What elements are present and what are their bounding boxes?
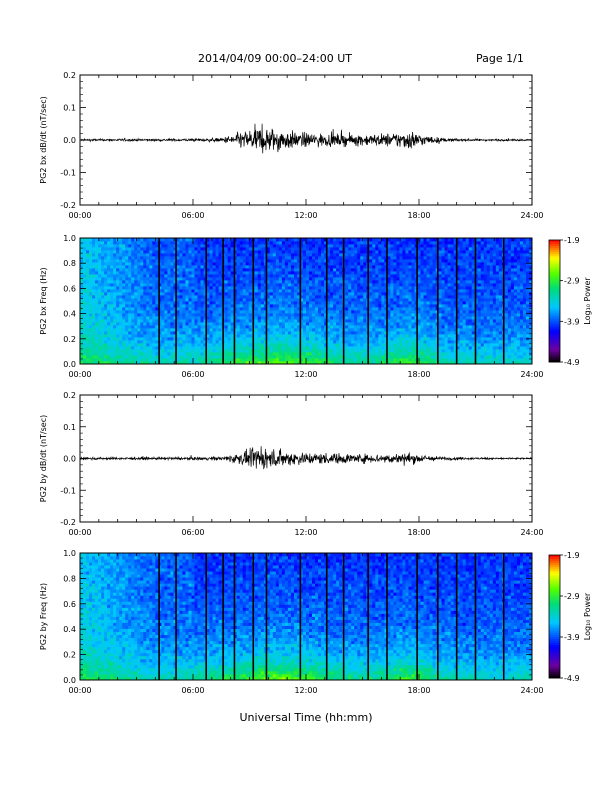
y-tick-label: 1.0	[63, 234, 76, 243]
y-tick-label: 0.1	[63, 423, 76, 432]
y-axis-label: PG2 by Freq (Hz)	[39, 583, 48, 650]
colorbar-tick-label: -1.9	[564, 236, 580, 245]
y-tick-label: -0.1	[60, 486, 76, 495]
colorbar-tick-label: -3.9	[564, 633, 580, 642]
y-tick-label: 0.0	[63, 676, 76, 685]
plot-frame	[79, 552, 533, 681]
x-tick-label: 00:00	[68, 211, 91, 220]
panel-4: 0.0 0.2 0.4 0.6 0.8 1.0 00:00 06:00 12:00 18:00 24…	[39, 549, 544, 695]
x-tick-label: 12:00	[294, 211, 317, 220]
x-tick-label: 06:00	[181, 686, 204, 695]
data-series-line	[79, 446, 533, 470]
x-tick-label: 24:00	[520, 686, 543, 695]
x-tick-label: 06:00	[181, 528, 204, 537]
colorbar-tick-label: -4.9	[564, 358, 580, 367]
colorbar-tick-label: -3.9	[564, 317, 580, 326]
y-tick-label: 0.2	[63, 391, 76, 400]
y-tick-label: 0.1	[63, 104, 76, 113]
colorbar-tick-label: -2.9	[564, 592, 580, 601]
colorbar-tick-label: -4.9	[564, 674, 580, 683]
y-tick-label: -0.2	[60, 518, 76, 527]
y-tick-label: 0.6	[63, 600, 76, 609]
x-tick-label: 18:00	[407, 528, 430, 537]
y-tick-label: -0.1	[60, 169, 76, 178]
y-tick-label: 0.2	[63, 651, 76, 660]
y-tick-label: 0.4	[63, 310, 76, 319]
y-tick-label: 0.0	[63, 136, 76, 145]
y-tick-label: 1.0	[63, 549, 76, 558]
y-axis-label: PG2 bx Freq (Hz)	[39, 267, 48, 334]
y-tick-label: 0.2	[63, 71, 76, 80]
x-tick-label: 24:00	[520, 211, 543, 220]
x-tick-label: 12:00	[294, 686, 317, 695]
x-tick-label: 00:00	[68, 528, 91, 537]
x-tick-label: 06:00	[181, 211, 204, 220]
panel-1: -0.2 -0.1 0.0 0.1 0.2 00:00 06:00 12:00 18:00 24:…	[39, 71, 544, 220]
colorbar-4: -1.9 -2.9 -3.9 -4.9 Log₁₀ Power	[548, 551, 592, 683]
x-tick-label: 00:00	[68, 370, 91, 379]
spectrogram-4	[80, 553, 533, 681]
y-axis-label: PG2 by dB/dt (nT/sec)	[39, 415, 48, 502]
page-number: Page 1/1	[476, 52, 524, 65]
x-tick-label: 00:00	[68, 686, 91, 695]
y-tick-label: 0.8	[63, 574, 76, 583]
x-tick-label: 18:00	[407, 211, 430, 220]
colorbar-tick-label: -2.9	[564, 277, 580, 286]
page-title: 2014/04/09 00:00–24:00 UT	[197, 52, 353, 65]
x-axis-label: Universal Time (hh:mm)	[239, 711, 373, 724]
colorbar-label: Log₁₀ Power	[583, 592, 592, 640]
y-tick-label: 0.6	[63, 284, 76, 293]
plot-frame	[79, 237, 533, 365]
panel-3: -0.2 -0.1 0.0 0.1 0.2 00:00 06:00 12:00 18:00 24:…	[39, 391, 544, 537]
data-series-line	[79, 123, 533, 154]
colorbar-label: Log₁₀ Power	[583, 277, 592, 325]
x-tick-label: 24:00	[520, 528, 543, 537]
plot-frame	[79, 74, 533, 206]
x-tick-label: 18:00	[407, 686, 430, 695]
y-tick-label: 0.4	[63, 625, 76, 634]
x-tick-label: 24:00	[520, 370, 543, 379]
y-tick-label: 0.0	[63, 455, 76, 464]
x-tick-label: 12:00	[294, 528, 317, 537]
panel-2: 0.0 0.2 0.4 0.6 0.8 1.0 00:00 06:00 12:00 18:00 24…	[39, 234, 544, 379]
y-tick-label: 0.2	[63, 335, 76, 344]
y-tick-label: -0.2	[60, 201, 76, 210]
colorbar-tick-label: -1.9	[564, 551, 580, 560]
x-tick-label: 18:00	[407, 370, 430, 379]
colorbar-2: -1.9 -2.9 -3.9 -4.9 Log₁₀ Power	[548, 236, 592, 367]
x-tick-label: 06:00	[181, 370, 204, 379]
spectrogram-2	[80, 238, 533, 365]
y-tick-label: 0.8	[63, 259, 76, 268]
plot-frame	[79, 394, 533, 523]
x-tick-label: 12:00	[294, 370, 317, 379]
y-axis-label: PG2 bx dB/dt (nT/sec)	[39, 96, 48, 183]
y-tick-label: 0.0	[63, 360, 76, 369]
